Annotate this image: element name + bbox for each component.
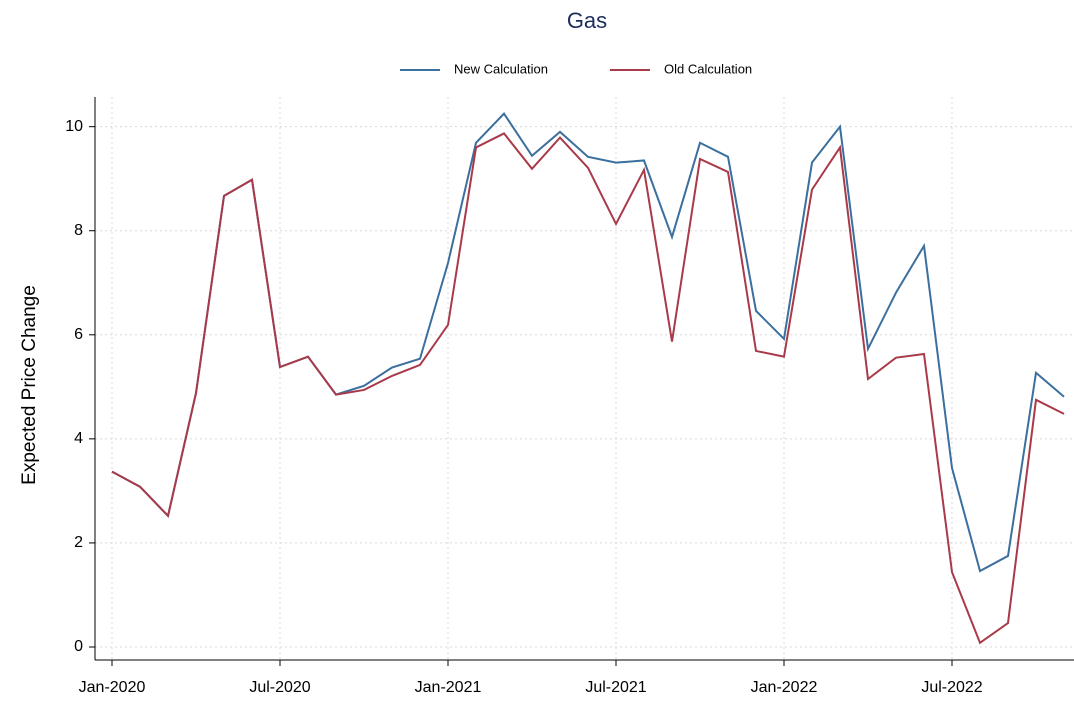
x-tick-label: Jul-2020	[249, 679, 310, 696]
legend-label: New Calculation	[454, 61, 548, 76]
y-tick-label: 2	[74, 534, 83, 551]
y-tick-label: 6	[74, 326, 83, 343]
x-tick-label: Jan-2022	[751, 679, 818, 696]
legend-label: Old Calculation	[664, 61, 752, 76]
y-tick-label: 0	[74, 638, 83, 655]
x-tick-label: Jan-2020	[79, 679, 146, 696]
y-tick-label: 10	[65, 118, 83, 135]
series-line	[111, 112, 1065, 573]
y-axis-label: Expected Price Change	[19, 285, 40, 485]
x-tick-label: Jan-2021	[415, 679, 482, 696]
x-tick-label: Jul-2021	[585, 679, 646, 696]
x-tick-label: Jul-2022	[921, 679, 982, 696]
y-tick-label: 4	[74, 430, 83, 447]
series-line	[111, 132, 1065, 645]
y-tick-label: 8	[74, 222, 83, 239]
chart-title: Gas	[567, 8, 607, 33]
